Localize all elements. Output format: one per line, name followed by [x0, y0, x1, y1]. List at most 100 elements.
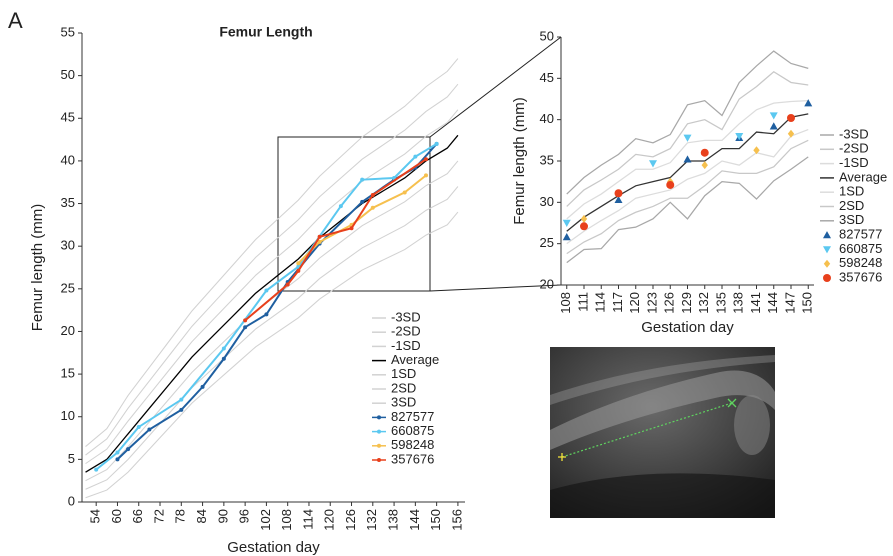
x-tick-label: 132 [364, 509, 379, 531]
marker [179, 397, 184, 402]
legend-label: -2SD [391, 324, 421, 339]
marker [94, 467, 99, 472]
marker [614, 189, 623, 198]
marker [296, 261, 301, 266]
x-tick-label: 90 [215, 509, 230, 523]
marker [136, 424, 141, 429]
x-tick-label: 147 [782, 292, 797, 314]
series-line [95, 142, 438, 471]
y-tick-label: 10 [61, 408, 75, 423]
marker [370, 193, 375, 198]
marker [338, 204, 343, 209]
x-tick-label: 123 [644, 292, 659, 314]
series-line [566, 70, 809, 207]
y-tick-label: 55 [61, 24, 75, 39]
y-tick-label: 40 [61, 152, 75, 167]
legend-label: Average [839, 169, 887, 184]
marker [423, 173, 428, 178]
marker [413, 154, 418, 159]
series-line [297, 174, 427, 264]
marker [200, 384, 205, 389]
marker [221, 346, 226, 351]
marker [787, 129, 795, 138]
series-line [116, 143, 438, 461]
marker [126, 447, 131, 452]
series-line [85, 211, 459, 499]
marker [264, 312, 269, 317]
legend-label: 660875 [839, 241, 882, 256]
legend-label: 827577 [839, 227, 882, 242]
marker [243, 325, 248, 330]
marker [701, 161, 708, 170]
marker [243, 318, 248, 323]
series-line [85, 83, 459, 456]
x-tick-label: 66 [130, 509, 145, 523]
marker [370, 205, 375, 210]
series-line [566, 50, 809, 195]
marker [700, 148, 709, 157]
zoom-connector [429, 36, 562, 138]
legend-label: 827577 [391, 409, 434, 424]
legend-label: 660875 [391, 423, 434, 438]
y-tick-label: 45 [61, 110, 75, 125]
panel-label: A [8, 8, 23, 33]
ultrasound-image [550, 347, 775, 518]
x-tick-label: 102 [258, 509, 273, 531]
x-tick-label: 144 [765, 292, 780, 314]
legend-marker [823, 231, 831, 239]
x-tick-label: 141 [748, 292, 763, 314]
marker [115, 457, 120, 462]
legend-marker [377, 429, 381, 434]
legend-label: -3SD [391, 309, 421, 324]
y-tick-label: 30 [540, 194, 554, 209]
series-line [566, 113, 809, 232]
marker [735, 133, 744, 141]
x-tick-label: 84 [194, 509, 209, 523]
legend-marker [377, 458, 381, 462]
legend-label: 2SD [839, 198, 864, 213]
marker [115, 450, 120, 455]
marker [317, 239, 322, 244]
y-tick-label: 40 [540, 111, 554, 126]
marker [787, 114, 795, 123]
marker [753, 146, 760, 155]
legend-marker [823, 259, 831, 268]
x-tick-label: 78 [173, 509, 188, 523]
marker [360, 199, 365, 204]
marker [683, 155, 692, 163]
x-tick-label: 126 [343, 509, 358, 531]
marker [649, 160, 657, 168]
marker [562, 219, 571, 227]
legend-marker [377, 415, 381, 420]
marker [317, 234, 322, 239]
series-line [85, 134, 459, 473]
legend-marker [377, 443, 381, 448]
marker [179, 407, 184, 412]
x-tick-label: 120 [322, 509, 337, 531]
marker [264, 288, 269, 293]
y-tick-label: 35 [61, 195, 75, 210]
x-axis-label: Gestation day [641, 319, 734, 336]
x-tick-label: 120 [627, 292, 642, 314]
marker [769, 112, 778, 120]
zoom-box [277, 136, 431, 292]
legend-marker [823, 274, 831, 282]
x-tick-label: 114 [300, 509, 315, 530]
legend-label: 2SD [391, 380, 416, 395]
legend-label: -2SD [839, 141, 869, 156]
x-tick-label: 54 [88, 509, 103, 523]
series-line [244, 158, 427, 322]
legend-label: 1SD [839, 184, 864, 199]
legend-label: -1SD [839, 155, 869, 170]
y-tick-label: 30 [61, 238, 75, 253]
marker [285, 282, 290, 287]
x-axis-label: Gestation day [227, 539, 320, 556]
zoom-connector [429, 284, 562, 292]
series-line [85, 186, 459, 490]
y-axis-label: Femur length (mm) [29, 204, 46, 332]
x-tick-label: 156 [449, 509, 464, 531]
y-tick-label: 25 [540, 235, 554, 250]
x-tick-label: 117 [610, 292, 625, 313]
marker [360, 177, 365, 182]
x-tick-label: 60 [109, 509, 124, 523]
